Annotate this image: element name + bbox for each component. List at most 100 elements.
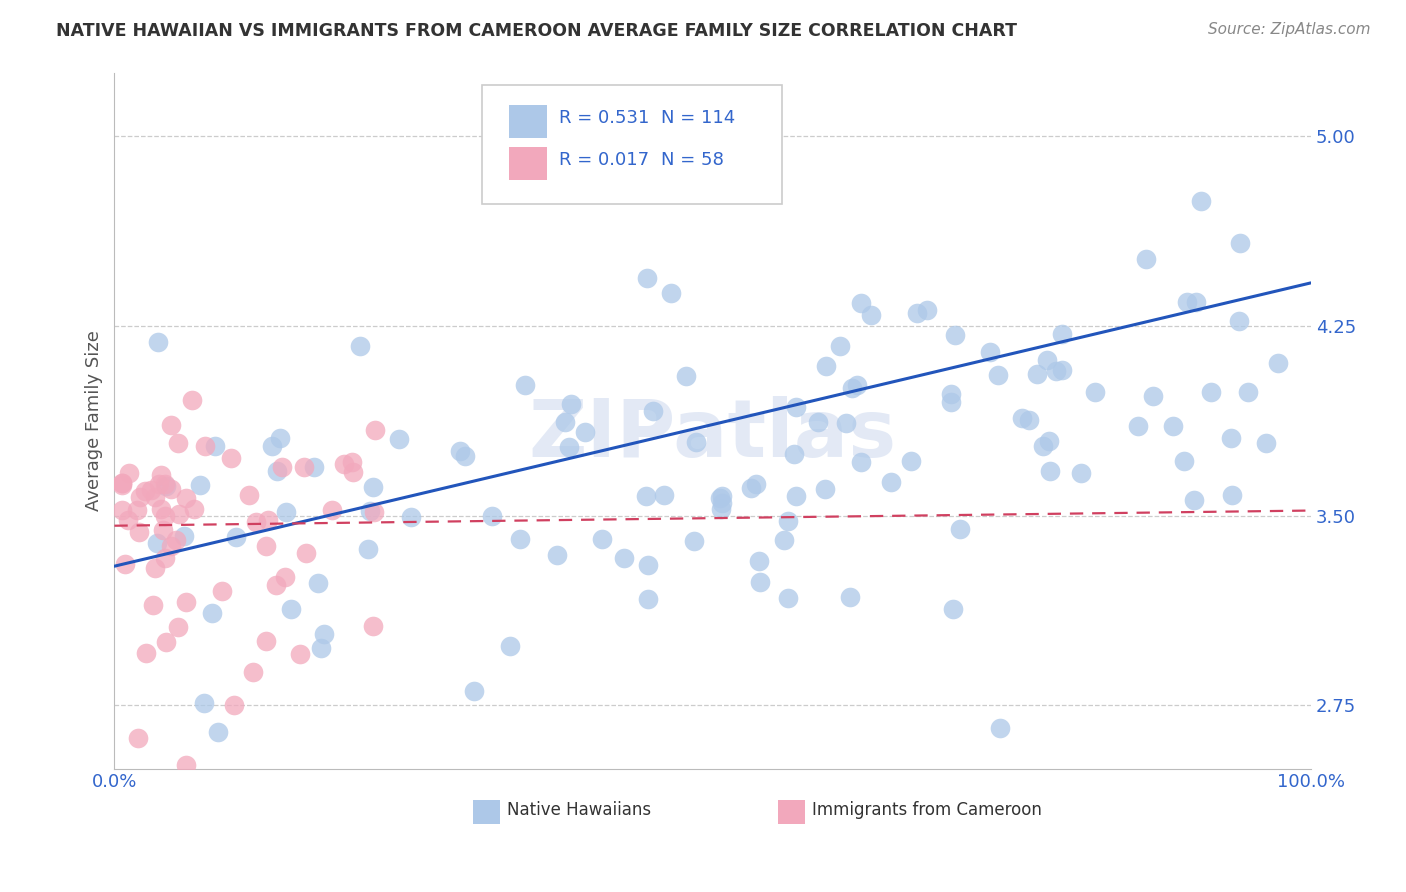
Point [942, 601, 965, 615]
Point [1032, 438, 1054, 452]
Point [399, 510, 422, 524]
Point [838, 590, 860, 604]
Y-axis label: Average Family Size: Average Family Size [86, 330, 103, 511]
Point [637, 558, 659, 573]
Point [114, 557, 136, 571]
Point [1220, 487, 1243, 501]
Point [463, 683, 485, 698]
Point [307, 575, 329, 590]
Text: Source: ZipAtlas.com: Source: ZipAtlas.com [1208, 22, 1371, 37]
Point [939, 387, 962, 401]
Point [1219, 431, 1241, 445]
Point [481, 509, 503, 524]
Point [785, 401, 807, 415]
Point [148, 476, 170, 491]
Point [1267, 356, 1289, 370]
Point [849, 454, 872, 468]
Point [711, 490, 734, 504]
Point [200, 606, 222, 620]
Point [1182, 492, 1205, 507]
Point [659, 285, 682, 300]
Point [943, 327, 966, 342]
Point [745, 477, 768, 491]
Point [193, 696, 215, 710]
Point [988, 721, 1011, 735]
Point [846, 377, 869, 392]
Point [807, 415, 830, 429]
Text: R = 0.531: R = 0.531 [560, 109, 650, 128]
Point [204, 439, 226, 453]
Point [238, 487, 260, 501]
Point [127, 731, 149, 746]
Point [634, 489, 657, 503]
Text: ZIPatlas: ZIPatlas [529, 396, 897, 474]
Point [359, 504, 381, 518]
Bar [779, 800, 804, 824]
Point [1038, 434, 1060, 449]
Point [159, 482, 181, 496]
Point [118, 466, 141, 480]
Point [905, 305, 928, 319]
Point [1070, 467, 1092, 481]
Point [134, 484, 156, 499]
Point [915, 302, 938, 317]
Point [453, 449, 475, 463]
Point [135, 646, 157, 660]
Point [675, 369, 697, 384]
Point [859, 308, 882, 322]
Point [260, 439, 283, 453]
Point [222, 698, 245, 713]
Point [652, 488, 675, 502]
Text: N = 114: N = 114 [661, 109, 735, 128]
Point [591, 532, 613, 546]
Point [835, 416, 858, 430]
Point [749, 574, 772, 589]
Point [1126, 418, 1149, 433]
Point [1185, 294, 1208, 309]
Point [333, 457, 356, 471]
Point [710, 496, 733, 510]
Point [254, 539, 277, 553]
Point [174, 595, 197, 609]
Point [146, 335, 169, 350]
Point [1045, 364, 1067, 378]
Point [1237, 385, 1260, 400]
Point [1018, 413, 1040, 427]
Point [128, 525, 150, 540]
Point [710, 502, 733, 516]
Point [194, 439, 217, 453]
Bar [474, 800, 499, 824]
Point [1256, 435, 1278, 450]
Text: Immigrants from Cameroon: Immigrants from Cameroon [811, 801, 1042, 819]
Point [782, 447, 804, 461]
Point [142, 598, 165, 612]
Point [153, 508, 176, 523]
Text: Native Hawaiians: Native Hawaiians [506, 801, 651, 819]
Point [574, 425, 596, 439]
Point [290, 648, 312, 662]
Point [274, 505, 297, 519]
Point [127, 503, 149, 517]
Point [294, 546, 316, 560]
Point [900, 454, 922, 468]
Point [558, 440, 581, 454]
Point [173, 529, 195, 543]
Point [361, 480, 384, 494]
Point [1229, 235, 1251, 250]
Point [748, 554, 770, 568]
Point [271, 459, 294, 474]
Point [1161, 419, 1184, 434]
Text: NATIVE HAWAIIAN VS IMMIGRANTS FROM CAMEROON AVERAGE FAMILY SIZE CORRELATION CHAR: NATIVE HAWAIIAN VS IMMIGRANTS FROM CAMER… [56, 22, 1017, 40]
Point [160, 417, 183, 432]
Point [207, 725, 229, 739]
Point [1135, 252, 1157, 266]
Point [269, 432, 291, 446]
Point [165, 533, 187, 548]
Point [814, 482, 837, 496]
Point [155, 635, 177, 649]
Point [709, 491, 731, 506]
Point [1227, 314, 1250, 328]
Point [274, 570, 297, 584]
Point [292, 459, 315, 474]
Point [554, 415, 576, 429]
